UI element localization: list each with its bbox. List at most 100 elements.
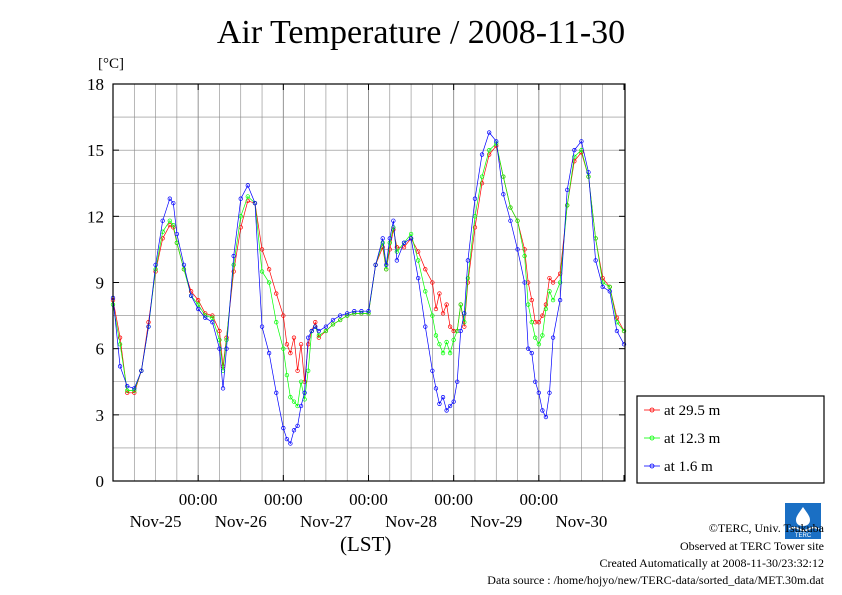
data-point (284, 372, 290, 378)
data-point (132, 386, 137, 391)
data-point (291, 399, 297, 404)
data-point (366, 309, 371, 314)
data-point (306, 368, 311, 373)
y-tick-label: 3 (96, 406, 105, 425)
data-point (423, 324, 428, 329)
data-point (557, 297, 563, 303)
data-point (430, 280, 435, 285)
data-point (437, 291, 442, 296)
data-point (572, 154, 577, 159)
data-point (462, 324, 467, 329)
data-point (479, 152, 485, 157)
x-tick-date-label: Nov-30 (555, 512, 607, 531)
data-point (281, 346, 286, 351)
data-point (437, 342, 442, 347)
data-point (352, 311, 357, 316)
series-line (112, 131, 625, 445)
data-point (238, 196, 243, 201)
data-point (245, 194, 250, 199)
data-point (288, 350, 293, 356)
data-point (540, 333, 545, 338)
data-point (455, 379, 460, 384)
data-point (526, 346, 531, 351)
data-point (533, 335, 538, 340)
data-point (298, 379, 304, 384)
data-point (536, 390, 541, 395)
data-point (557, 280, 563, 285)
y-tick-label: 0 (96, 472, 105, 491)
data-point (487, 152, 492, 157)
data-point (231, 253, 236, 259)
data-point (384, 262, 389, 268)
data-point (224, 346, 229, 351)
data-point (125, 384, 130, 389)
data-point (309, 328, 314, 334)
data-point (458, 328, 463, 334)
data-point (565, 203, 570, 208)
data-point (366, 311, 371, 316)
data-point (607, 284, 612, 290)
data-point (391, 225, 396, 230)
x-tick-time-label: 00:00 (519, 490, 558, 509)
data-point (433, 386, 439, 391)
data-point (181, 262, 187, 268)
data-point (274, 320, 279, 325)
x-tick-date-label: Nov-28 (385, 512, 437, 531)
data-point (529, 297, 534, 303)
data-point (231, 262, 236, 268)
data-point (479, 174, 485, 179)
terc-logo-icon: TERC (785, 503, 821, 539)
data-point (451, 399, 456, 404)
data-point (217, 346, 222, 351)
data-point (274, 291, 279, 296)
plot-frame (112, 83, 626, 482)
data-point (621, 342, 627, 347)
data-point (391, 218, 396, 223)
data-point (217, 328, 222, 334)
data-point (401, 240, 407, 245)
data-point (188, 289, 194, 294)
data-point (160, 218, 165, 223)
data-point (472, 225, 478, 230)
data-point (288, 395, 293, 400)
data-point (210, 313, 215, 318)
data-point (188, 293, 194, 298)
data-point (540, 408, 545, 413)
data-point (614, 328, 620, 334)
data-point (316, 335, 321, 340)
data-point (444, 408, 449, 413)
data-point (501, 192, 506, 197)
data-point (295, 423, 300, 429)
legend-box (636, 395, 825, 484)
y-tick-label: 15 (87, 141, 104, 160)
data-point (465, 258, 471, 263)
data-point (132, 390, 137, 395)
data-point (529, 320, 534, 325)
data-point (153, 262, 158, 268)
series-line (112, 145, 625, 394)
logo-text: TERC (795, 533, 812, 539)
data-point (447, 403, 453, 409)
data-point (437, 401, 442, 406)
x-tick-date-label: Nov-29 (470, 512, 522, 531)
data-point (387, 236, 392, 241)
data-point (132, 388, 137, 393)
data-point (167, 196, 172, 201)
data-point (117, 342, 123, 347)
data-point (210, 320, 215, 325)
legend-swatch-marker (649, 463, 655, 469)
x-axis-label: (LST) (340, 532, 392, 556)
data-point (579, 139, 584, 144)
x-tick-time-label: 00:00 (434, 490, 473, 509)
data-point (352, 309, 357, 314)
data-point (298, 403, 304, 409)
data-point (433, 333, 439, 338)
data-point (522, 253, 527, 259)
data-point (345, 313, 350, 318)
data-point (458, 302, 463, 307)
chart-title: Air Temperature / 2008-11-30 (216, 14, 626, 51)
data-point (607, 289, 612, 294)
y-tick-label: 6 (96, 340, 105, 359)
data-point (614, 315, 620, 320)
x-tick-date-label: Nov-26 (215, 512, 267, 531)
